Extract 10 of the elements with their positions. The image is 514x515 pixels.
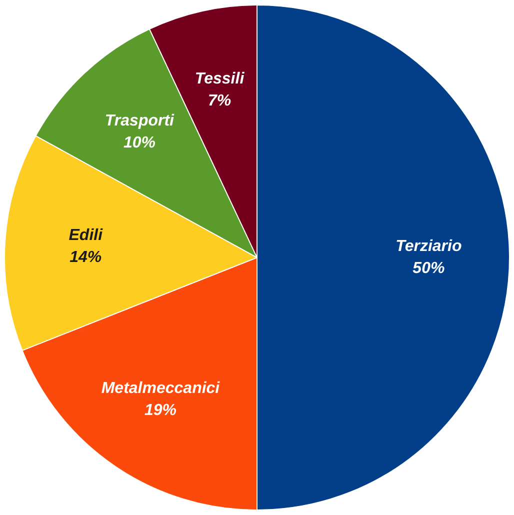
slice-label: Tessili: [194, 70, 245, 88]
data-label: 50%: [412, 260, 445, 277]
data-label: 19%: [144, 402, 177, 419]
slice-label: Edili: [68, 227, 104, 244]
data-label: 14%: [70, 249, 102, 266]
slice-label: Terziario: [396, 238, 462, 255]
slice-label: Metalmeccanici: [101, 380, 220, 397]
slice-label: Trasporti: [104, 112, 175, 130]
data-label: 7%: [208, 92, 232, 110]
data-label: 10%: [123, 134, 156, 152]
